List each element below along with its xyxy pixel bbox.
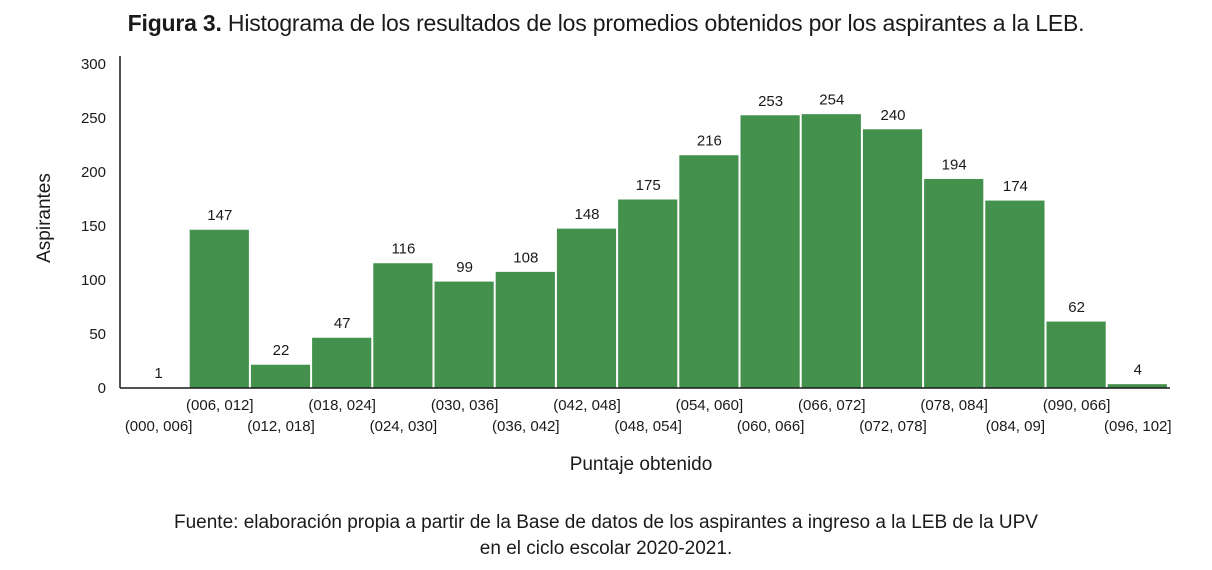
bar bbox=[433, 280, 495, 389]
y-tick-label: 0 bbox=[98, 380, 106, 397]
y-tick-label: 100 bbox=[81, 272, 106, 289]
x-tick-label: (018, 024] bbox=[308, 397, 376, 414]
x-tick-label: (000, 006] bbox=[125, 418, 193, 435]
histogram-chart: 1 147 22 47 116 99 108 148 175 216 253 254 240 194 174… bbox=[34, 56, 1172, 475]
source-line-2: en el ciclo escolar 2020-2021. bbox=[479, 538, 733, 559]
bar bbox=[800, 113, 862, 389]
y-tick-label: 300 bbox=[81, 56, 106, 73]
chart-title: Figura 3. Histograma de los resultados d… bbox=[0, 10, 1212, 37]
bar bbox=[372, 262, 434, 389]
bar bbox=[739, 114, 801, 389]
x-tick-label: (072, 078] bbox=[859, 418, 927, 435]
bars-group bbox=[127, 113, 1168, 389]
y-tick-label: 200 bbox=[81, 164, 106, 181]
x-tick-label: (096, 102] bbox=[1104, 418, 1172, 435]
bar bbox=[311, 336, 373, 389]
x-tick-label: (024, 030] bbox=[370, 418, 438, 435]
y-tick-label: 150 bbox=[81, 218, 106, 235]
bar bbox=[923, 177, 985, 389]
bar bbox=[249, 363, 312, 389]
bar-labels-group: 1 147 22 47 116 99 108 148 175 216 253 254 240 194 174… bbox=[154, 92, 1142, 382]
bar-value-label: 22 bbox=[273, 342, 290, 359]
bar-value-label: 1 bbox=[154, 365, 162, 382]
bar-value-label: 254 bbox=[819, 92, 844, 109]
y-axis-label: Aspirantes bbox=[34, 173, 55, 263]
y-tick-label: 50 bbox=[89, 326, 106, 343]
chart-title-lead: Figura 3. bbox=[127, 10, 222, 36]
bar bbox=[494, 270, 556, 389]
figure-source: Fuente: elaboración propia a partir de l… bbox=[0, 510, 1212, 562]
x-tick-label: (036, 042] bbox=[492, 418, 560, 435]
x-axis-label: Puntaje obtenido bbox=[570, 454, 713, 475]
bar bbox=[678, 154, 740, 389]
x-tick-label: (042, 048] bbox=[553, 397, 621, 414]
chart-title-text: Histograma de los resultados de los prom… bbox=[227, 10, 1085, 36]
x-tick-label: (054, 060] bbox=[676, 397, 744, 414]
bar-value-label: 253 bbox=[758, 93, 783, 110]
y-tick-labels-group: 0 50 100 150 200 250 300 bbox=[81, 56, 106, 397]
bar bbox=[555, 227, 618, 389]
x-tick-label: (066, 072] bbox=[798, 397, 866, 414]
x-tick-labels-group: (000, 006] (006, 012] (012, 018] (018, 024]… bbox=[125, 397, 1172, 435]
x-tick-label: (078, 084] bbox=[920, 397, 988, 414]
x-tick-label: (090, 066] bbox=[1043, 397, 1111, 414]
bar-value-label: 194 bbox=[942, 156, 967, 173]
bar-value-label: 99 bbox=[456, 259, 473, 276]
bar-value-label: 147 bbox=[207, 207, 232, 224]
bar bbox=[617, 198, 679, 389]
bar bbox=[984, 199, 1046, 389]
bar-value-label: 116 bbox=[391, 241, 415, 258]
x-tick-label: (006, 012] bbox=[186, 397, 254, 414]
bar-value-label: 47 bbox=[334, 315, 351, 332]
x-tick-label: (030, 036] bbox=[431, 397, 499, 414]
x-tick-label: (060, 066] bbox=[737, 418, 805, 435]
bar bbox=[1045, 320, 1107, 389]
bar-value-label: 62 bbox=[1068, 299, 1085, 316]
y-tick-label: 250 bbox=[81, 110, 106, 127]
bar-value-label: 4 bbox=[1134, 362, 1142, 379]
source-line-1: Fuente: elaboración propia a partir de l… bbox=[174, 512, 1038, 533]
x-tick-label: (012, 018] bbox=[247, 418, 315, 435]
x-tick-label: (048, 054] bbox=[614, 418, 682, 435]
bar bbox=[861, 128, 924, 389]
x-tick-label: (084, 09] bbox=[986, 418, 1045, 435]
bar-value-label: 108 bbox=[513, 249, 538, 266]
bar-value-label: 240 bbox=[880, 107, 905, 124]
bar-value-label: 148 bbox=[574, 206, 599, 223]
bar-value-label: 216 bbox=[697, 133, 722, 150]
bar bbox=[188, 228, 250, 389]
bar-value-label: 174 bbox=[1003, 178, 1028, 195]
bar-value-label: 175 bbox=[636, 177, 661, 194]
